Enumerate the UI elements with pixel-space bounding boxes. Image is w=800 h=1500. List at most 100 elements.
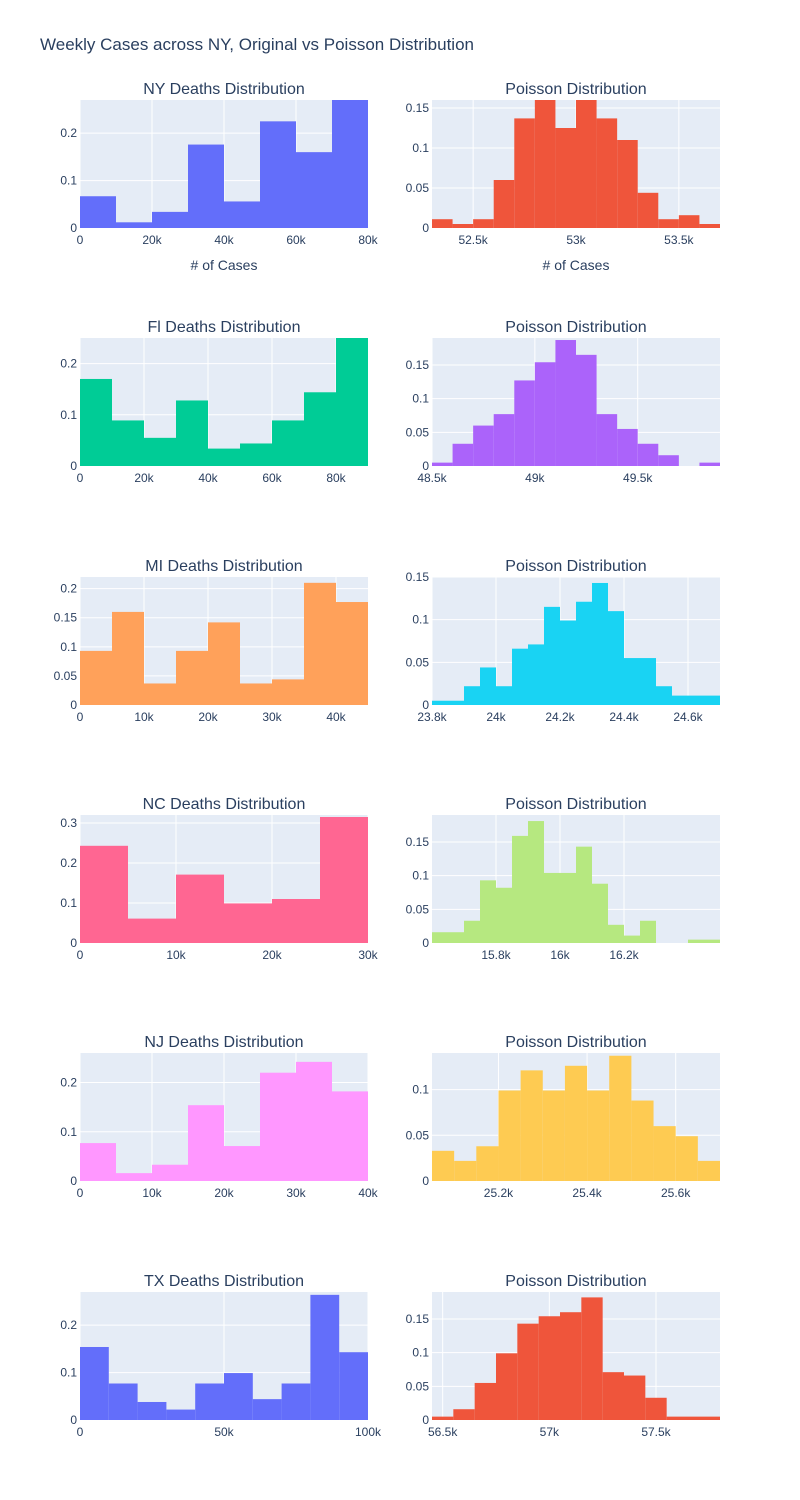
histogram-bar [534, 362, 556, 466]
panels: 0 0.1 0.2 0 20k 40k 60k 80k NY Deaths Distributi… [54, 81, 720, 1439]
x-tick-label: 15.8k [481, 948, 511, 962]
x-tick-label: 0 [77, 1186, 84, 1200]
y-tick-label: 0 [422, 936, 429, 950]
histogram-bar [688, 1416, 720, 1420]
bars [432, 1297, 720, 1420]
x-tick-label: 20k [198, 710, 218, 724]
x-tick-label: 49k [525, 471, 545, 485]
histogram-bar [176, 400, 208, 466]
histogram-bar [602, 1372, 624, 1420]
y-tick-label: 0.1 [412, 392, 429, 406]
bars [80, 817, 368, 943]
panel-MI-original: 0 0.05 0.1 0.15 0.2 0 10k 20k 30k 40k MI Deaths Di… [54, 558, 368, 724]
bars [432, 582, 720, 705]
x-tick-label: 40k [214, 233, 234, 247]
histogram-bar [452, 224, 474, 228]
panel-FL-original: 0 0.1 0.2 0 20k 40k 60k 80k Fl Deaths Distributi… [60, 319, 368, 485]
histogram-bar [304, 392, 336, 466]
y-tick-label: 0.2 [60, 126, 77, 140]
histogram-bar [252, 1399, 282, 1420]
histogram-bar [596, 414, 618, 466]
histogram-bar [448, 700, 464, 705]
y-tick-label: 0.15 [54, 611, 78, 625]
y-tick-label: 0 [422, 1174, 429, 1188]
histogram-bar [281, 1383, 311, 1420]
panel-NJ-poisson: 0 0.05 0.1 25.2k 25.4k 25.6k Poisson Distribut… [406, 1034, 720, 1200]
subplot-title: Poisson Distribution [505, 1034, 646, 1051]
x-tick-label: 16.2k [609, 948, 639, 962]
y-tick-label: 0.05 [406, 902, 430, 916]
x-tick-label: 40k [198, 471, 218, 485]
histogram-bar [576, 354, 597, 466]
histogram-bar [697, 1160, 720, 1181]
bars [80, 1294, 368, 1420]
histogram-bar [496, 887, 512, 943]
histogram-bar [128, 918, 176, 943]
y-tick-label: 0.05 [406, 1128, 430, 1142]
histogram-bar [152, 211, 188, 228]
subplot-title: Fl Deaths Distribution [148, 319, 301, 336]
y-tick-label: 0.2 [60, 1076, 77, 1090]
histogram-bar [80, 1143, 116, 1181]
histogram-bar [432, 462, 453, 466]
histogram-bar [453, 1409, 475, 1420]
y-tick-label: 0 [70, 1413, 77, 1427]
y-tick-label: 0.1 [412, 1346, 429, 1360]
bars [80, 582, 368, 705]
x-tick-label: 53.5k [664, 233, 694, 247]
histogram-bar [617, 140, 638, 228]
bars [432, 100, 720, 228]
histogram-bar [512, 835, 528, 943]
histogram-bar [320, 817, 368, 943]
y-tick-label: 0 [70, 1174, 77, 1188]
histogram-bar [108, 1383, 138, 1420]
histogram-bar [310, 1294, 340, 1420]
y-tick-label: 0.05 [406, 181, 430, 195]
histogram-bar [645, 1397, 667, 1420]
histogram-bar [452, 443, 474, 466]
y-tick-label: 0.1 [412, 613, 429, 627]
x-tick-label: 16k [550, 948, 570, 962]
y-tick-label: 0.1 [412, 1083, 429, 1097]
y-tick-label: 0.1 [60, 408, 77, 422]
histogram-bar [560, 872, 576, 943]
histogram-bar [581, 1297, 603, 1420]
histogram-bar [592, 582, 608, 705]
histogram-bar [208, 448, 240, 466]
y-tick-label: 0.15 [406, 835, 430, 849]
bars [80, 338, 368, 466]
histogram-bar [432, 932, 448, 943]
histogram-bar [432, 219, 453, 228]
y-tick-label: 0 [422, 1413, 429, 1427]
histogram-bar [658, 455, 679, 466]
subplot-title: MI Deaths Distribution [145, 558, 302, 575]
histogram-bar [576, 601, 592, 705]
subplot-title: NY Deaths Distribution [143, 81, 305, 98]
histogram-bar [493, 180, 515, 228]
x-tick-label: 20k [214, 1186, 234, 1200]
main-title: Weekly Cases across NY, Original vs Pois… [40, 35, 474, 54]
subplot-title: Poisson Distribution [505, 319, 646, 336]
x-tick-label: 60k [286, 233, 306, 247]
histogram-bar [672, 695, 688, 705]
x-tick-label: 49.5k [623, 471, 653, 485]
histogram-bar [520, 1070, 543, 1181]
histogram-bar [112, 420, 144, 466]
y-tick-label: 0 [422, 459, 429, 473]
subplot-title: NJ Deaths Distribution [144, 1034, 303, 1051]
histogram-bar [576, 100, 597, 228]
histogram-bar [332, 100, 368, 228]
histogram-bar [658, 219, 679, 228]
histogram-bar [480, 880, 496, 943]
x-tick-label: 20k [262, 948, 282, 962]
y-tick-label: 0.2 [60, 357, 77, 371]
histogram-bar [528, 821, 544, 943]
histogram-bar [339, 1352, 368, 1420]
y-tick-label: 0.1 [60, 1366, 77, 1380]
x-tick-label: 100k [355, 1425, 382, 1439]
histogram-bar [80, 1346, 109, 1420]
histogram-bar [678, 215, 700, 228]
x-tick-label: 20k [134, 471, 154, 485]
histogram-bar [624, 658, 640, 705]
